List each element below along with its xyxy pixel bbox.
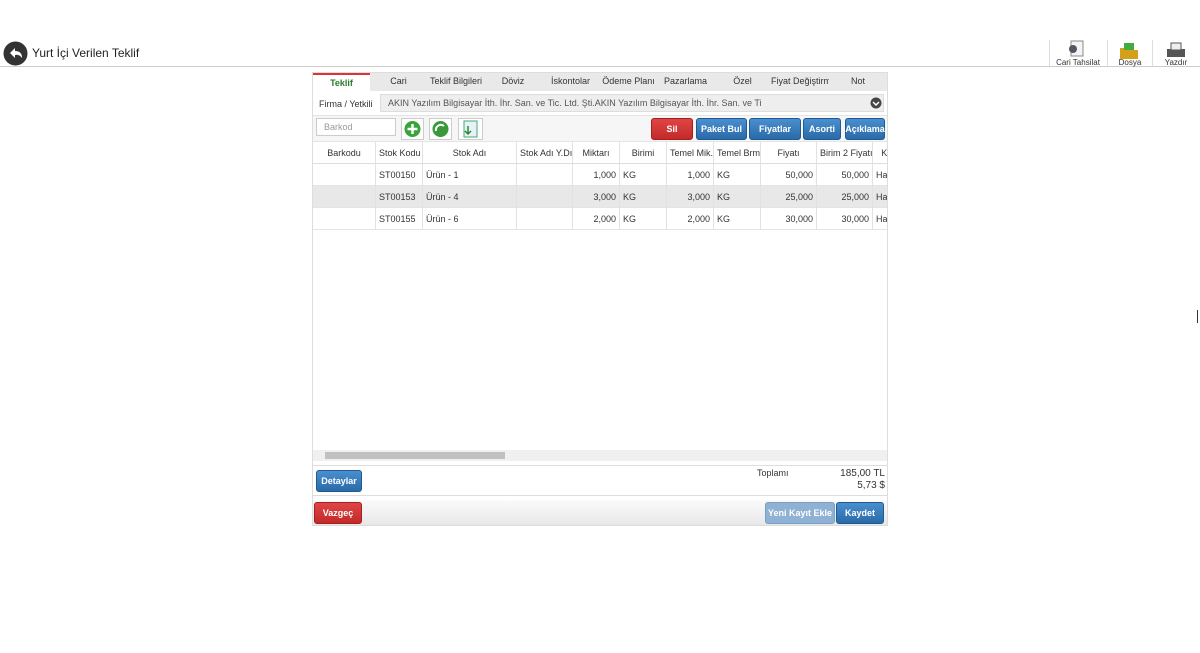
firm-select[interactable]: AKIN Yazılım Bilgisayar İth. İhr. San. v… <box>380 94 884 112</box>
cell: Ürün - 1 <box>423 164 517 186</box>
column-header: Temel Mik. <box>667 142 714 164</box>
tab[interactable]: Pazarlama <box>663 76 708 86</box>
tab[interactable]: İskontolar <box>550 76 591 86</box>
action-label: Dosya <box>1118 58 1142 67</box>
cell: 2,000 <box>667 208 714 230</box>
firm-label: Firma / Yetkili <box>319 99 373 109</box>
cell: ST00155 <box>376 208 423 230</box>
cell: KG <box>714 164 761 186</box>
panel <box>312 72 888 526</box>
cell: 50,000 <box>817 164 873 186</box>
cancel-button[interactable]: Vazgeç <box>314 502 362 524</box>
column-header: Birimi <box>620 142 667 164</box>
column-header: Temel Brm <box>714 142 761 164</box>
toolbar-button[interactable]: Sil <box>651 118 693 140</box>
cell: KG <box>620 208 667 230</box>
column-header: KD <box>873 142 887 164</box>
cell <box>517 208 573 230</box>
firm-value: AKIN Yazılım Bilgisayar İth. İhr. San. v… <box>388 98 762 108</box>
summary-bar <box>313 465 887 496</box>
cell: 30,000 <box>817 208 873 230</box>
tab-bar <box>313 73 887 91</box>
action-icon <box>1120 43 1138 59</box>
cell: Ha <box>873 186 887 208</box>
new-record-button[interactable]: Yeni Kayıt Ekle <box>765 502 835 524</box>
tab[interactable]: Not <box>850 76 865 86</box>
header-action[interactable]: Cari Tahsilat <box>1049 40 1106 67</box>
cursor <box>1197 310 1198 323</box>
cell <box>313 164 376 186</box>
total-label: Toplamı <box>757 468 789 478</box>
cell: 3,000 <box>667 186 714 208</box>
action-label: Yazdır <box>1164 58 1188 67</box>
cell: Ha <box>873 164 887 186</box>
row-bg <box>313 186 887 208</box>
cell: 3,000 <box>573 186 620 208</box>
cell <box>313 186 376 208</box>
barcode-input[interactable]: Barkod <box>316 118 396 136</box>
cell: ST00153 <box>376 186 423 208</box>
tab[interactable]: Fiyat Değiştirm <box>771 76 829 86</box>
cell: Ürün - 6 <box>423 208 517 230</box>
cell: 50,000 <box>761 164 817 186</box>
column-header: Birim 2 Fiyatı <box>817 142 873 164</box>
toolbar-button[interactable]: Fiyatlar <box>749 118 801 140</box>
cell: KG <box>714 186 761 208</box>
dropdown-icon <box>870 97 882 109</box>
tab[interactable]: Ödeme Planı <box>602 76 655 86</box>
row-bg <box>313 208 887 230</box>
column-header: Stok Adı <box>423 142 517 164</box>
cell: KG <box>620 164 667 186</box>
save-button[interactable]: Kaydet <box>836 502 884 524</box>
cell: ST00150 <box>376 164 423 186</box>
tab[interactable]: Cari <box>390 76 407 86</box>
header-action[interactable]: Dosya <box>1107 40 1152 67</box>
page-title: Yurt İçi Verilen Teklif <box>32 46 140 60</box>
action-label: Cari Tahsilat <box>1056 58 1100 67</box>
details-button[interactable]: Detaylar <box>316 470 362 492</box>
cell <box>517 186 573 208</box>
cell: 25,000 <box>817 186 873 208</box>
column-header: Fiyatı <box>761 142 817 164</box>
column-header: Stok Adı Y.Dı <box>517 142 573 164</box>
header-rule <box>0 66 1200 67</box>
header-action[interactable]: Yazdır <box>1152 40 1199 67</box>
column-header: Miktarı <box>573 142 620 164</box>
cell: Ürün - 4 <box>423 186 517 208</box>
cell: Ha <box>873 208 887 230</box>
cell: 2,000 <box>573 208 620 230</box>
total-tl: 185,00 TL <box>840 468 885 479</box>
column-header: Barkodu <box>313 142 376 164</box>
cell: 30,000 <box>761 208 817 230</box>
tab[interactable]: Teklif Bilgileri <box>429 76 482 86</box>
cell: KG <box>620 186 667 208</box>
cell: 1,000 <box>667 164 714 186</box>
tab[interactable]: Özel <box>733 76 752 86</box>
h-scrollbar[interactable] <box>313 450 887 461</box>
action-icon <box>1069 40 1084 57</box>
toolbar-icons[interactable] <box>401 118 485 140</box>
row-bg <box>313 164 887 186</box>
tab[interactable]: Döviz <box>501 76 525 86</box>
back-button[interactable] <box>3 41 28 66</box>
action-icon <box>1167 42 1185 57</box>
cell: 1,000 <box>573 164 620 186</box>
cell <box>313 208 376 230</box>
cell <box>517 164 573 186</box>
cell: KG <box>714 208 761 230</box>
tab[interactable]: Teklif <box>313 73 370 91</box>
cell: 25,000 <box>761 186 817 208</box>
total-usd: 5,73 $ <box>857 480 885 491</box>
toolbar-button[interactable]: Asorti <box>803 118 841 140</box>
column-header: Stok Kodu <box>376 142 423 164</box>
scroll-thumb[interactable] <box>325 452 505 459</box>
toolbar-button[interactable]: Paket Bul <box>696 118 747 140</box>
toolbar-button[interactable]: Açıklama <box>845 118 885 140</box>
grid: Barkodu Stok Kodu Stok Adı Stok Adı Y.Dı Mik… <box>313 142 887 450</box>
